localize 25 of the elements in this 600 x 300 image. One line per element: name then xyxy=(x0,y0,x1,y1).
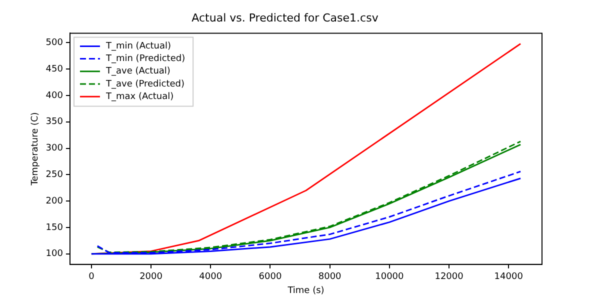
x-tick-label: 14000 xyxy=(494,272,524,282)
legend-label: T_min (Actual) xyxy=(104,42,172,52)
x-tick-label: 8000 xyxy=(318,272,342,282)
y-axis-title: Temperature (C) xyxy=(30,112,41,186)
y-tick-label: 150 xyxy=(46,222,64,233)
y-tick-label: 250 xyxy=(46,170,64,180)
chart-title: Actual vs. Predicted for Case1.csv xyxy=(192,11,379,24)
y-tick-label: 100 xyxy=(46,249,64,260)
x-tick-label: 2000 xyxy=(140,272,163,282)
legend-label: T_max (Actual) xyxy=(104,92,174,102)
y-tick-label: 450 xyxy=(46,64,64,74)
x-tick-label: 10000 xyxy=(375,272,404,282)
y-tick-label: 200 xyxy=(46,196,64,206)
legend-label: T_ave (Actual) xyxy=(104,66,170,77)
x-tick-label: 4000 xyxy=(199,272,222,282)
y-tick-label: 500 xyxy=(46,38,64,48)
x-tick-label: 0 xyxy=(88,272,95,282)
x-axis-title: Time (s) xyxy=(286,286,324,296)
legend-label: T_ave (Predicted) xyxy=(104,79,184,90)
x-tick-label: 6000 xyxy=(258,272,282,282)
y-tick-label: 300 xyxy=(46,144,64,154)
legend-label: T_min (Predicted) xyxy=(104,54,186,64)
y-tick-label: 350 xyxy=(46,117,64,128)
x-tick-label: 12000 xyxy=(434,272,464,282)
y-tick-label: 400 xyxy=(46,90,64,101)
